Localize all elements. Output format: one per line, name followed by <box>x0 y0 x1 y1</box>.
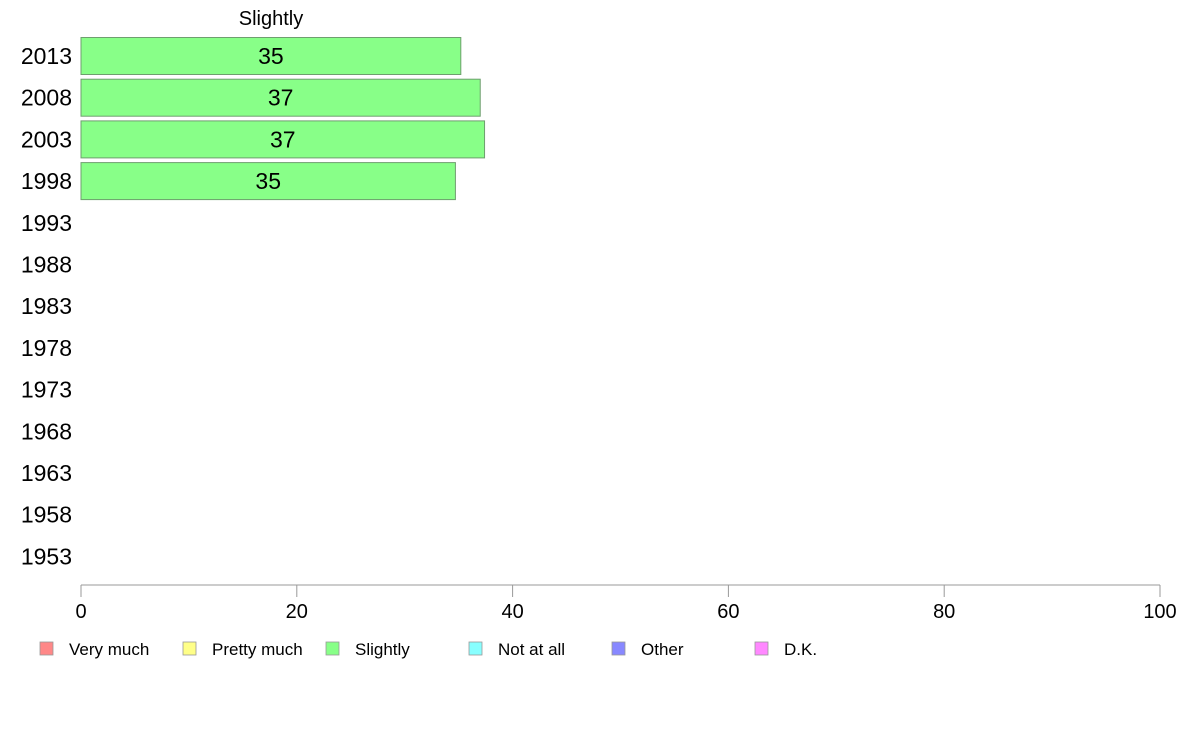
x-tick-label: 100 <box>1143 601 1176 623</box>
year-label: 1983 <box>21 293 72 319</box>
bar-value-label: 35 <box>255 168 281 194</box>
year-label: 1973 <box>21 377 72 403</box>
bar-value-label: 35 <box>258 43 284 69</box>
legend-swatch <box>468 641 483 656</box>
legend-label: D.K. <box>784 640 817 659</box>
x-tick-label: 40 <box>501 601 523 623</box>
bar <box>80 162 456 201</box>
year-label: 2013 <box>21 43 72 69</box>
x-axis: 0 20 40 60 80 100 <box>75 584 1177 623</box>
legend-label: Not at all <box>498 640 565 659</box>
year-label: 1953 <box>21 543 72 569</box>
legend: Very much Pretty much Slightly Not at all Ot… <box>39 640 817 659</box>
year-label: 1993 <box>21 210 72 236</box>
legend-swatch <box>39 641 54 656</box>
year-label: 2008 <box>21 85 72 111</box>
legend-swatch <box>754 641 769 656</box>
bar <box>80 78 481 117</box>
year-label: 1978 <box>21 335 72 361</box>
year-axis-labels: 2013 2008 2003 1998 1993 1988 1983 1978 1973 1968… <box>21 43 72 569</box>
x-tick-label: 60 <box>717 601 739 623</box>
year-label: 1963 <box>21 460 72 486</box>
bars-group: 35 37 37 35 <box>80 37 486 201</box>
facet-title: Slightly <box>239 8 303 30</box>
legend-label: Very much <box>69 640 149 659</box>
bar-value-label: 37 <box>270 126 296 152</box>
legend-swatch <box>611 641 626 656</box>
year-label: 1958 <box>21 502 72 528</box>
x-tick-label: 0 <box>75 601 86 623</box>
x-tick-label: 20 <box>286 601 308 623</box>
legend-swatch <box>325 641 340 656</box>
year-label: 1988 <box>21 252 72 278</box>
bar <box>80 120 486 159</box>
legend-label: Other <box>641 640 684 659</box>
bar <box>80 37 462 75</box>
legend-swatch <box>182 641 197 656</box>
legend-label: Slightly <box>355 640 410 659</box>
legend-label: Pretty much <box>212 640 303 659</box>
bar-value-label: 37 <box>268 85 294 111</box>
x-tick-label: 80 <box>933 601 955 623</box>
year-label: 2003 <box>21 126 72 152</box>
year-label: 1968 <box>21 418 72 444</box>
year-label: 1998 <box>21 168 72 194</box>
